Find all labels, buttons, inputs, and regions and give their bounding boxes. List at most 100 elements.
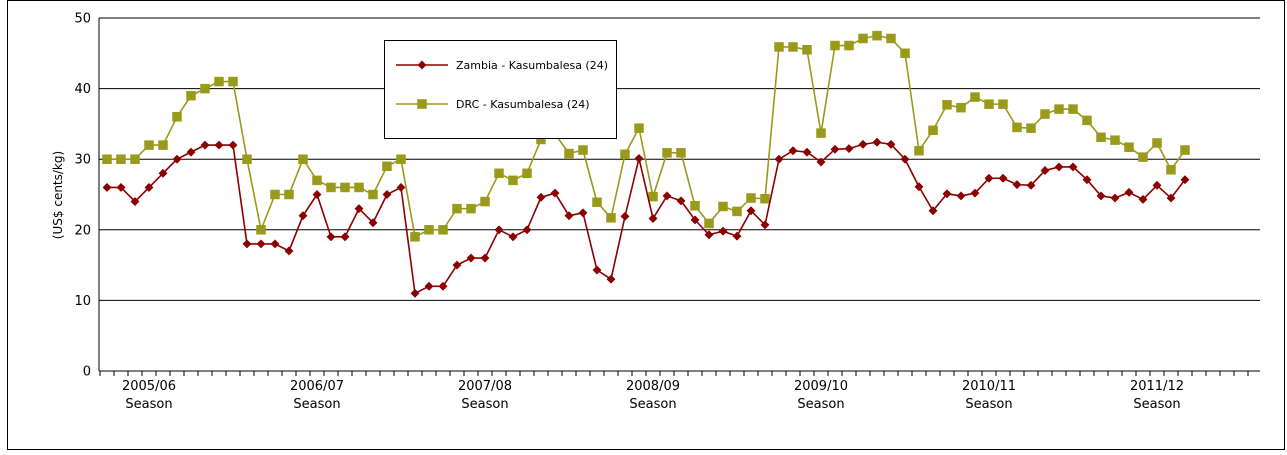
- data-point: [704, 230, 714, 240]
- data-point: [984, 173, 994, 183]
- data-point: [928, 125, 938, 136]
- x-tick-label-season: Season: [125, 397, 172, 412]
- data-point: [214, 76, 224, 87]
- data-point: [417, 99, 427, 109]
- x-tick-label-year: 2011/12: [1130, 379, 1184, 394]
- data-point: [214, 140, 224, 150]
- data-point: [620, 211, 630, 221]
- data-point: [130, 154, 140, 164]
- data-point: [746, 193, 756, 203]
- data-point: [1012, 180, 1022, 190]
- data-point: [606, 213, 616, 223]
- data-point: [298, 211, 308, 221]
- data-point: [886, 139, 896, 149]
- data-point: [578, 145, 588, 155]
- data-point: [1166, 165, 1176, 175]
- data-point: [802, 147, 812, 157]
- data-point: [186, 147, 196, 157]
- data-point: [676, 148, 686, 158]
- data-point: [340, 232, 350, 242]
- data-point: [1152, 138, 1162, 148]
- data-point: [956, 102, 966, 113]
- data-point: [634, 123, 644, 133]
- data-point: [564, 148, 574, 159]
- data-point: [1124, 142, 1134, 152]
- data-point: [1068, 104, 1078, 114]
- data-point: [186, 90, 196, 101]
- data-point: [1124, 187, 1134, 197]
- data-point: [368, 189, 378, 200]
- y-tick-label: 0: [83, 365, 91, 380]
- data-point: [228, 140, 238, 150]
- data-point: [522, 225, 532, 235]
- data-point: [396, 154, 406, 164]
- legend-label: Zambia - Kasumbalesa (24): [456, 59, 608, 72]
- data-point: [480, 196, 490, 207]
- y-tick-label: 40: [74, 82, 91, 97]
- data-point: [648, 191, 658, 202]
- data-point: [1040, 165, 1050, 176]
- data-point: [396, 182, 406, 192]
- data-point: [1054, 104, 1064, 114]
- data-point: [942, 100, 952, 110]
- data-point: [816, 128, 826, 138]
- data-point: [452, 203, 462, 214]
- axes: 0 10 20 30 40 50 2005/06 Season 2006/07 Season 200…: [74, 12, 1260, 412]
- data-point: [424, 281, 434, 291]
- data-point: [270, 239, 280, 249]
- data-point: [326, 182, 336, 193]
- data-point: [718, 201, 728, 212]
- data-point: [200, 140, 210, 150]
- data-point: [774, 154, 784, 164]
- x-tick-label-season: Season: [965, 397, 1012, 412]
- data-point: [676, 196, 686, 206]
- data-point: [984, 99, 994, 109]
- x-tick-label-season: Season: [629, 397, 676, 412]
- data-point: [172, 112, 182, 122]
- series-lines: [102, 30, 1190, 298]
- data-point: [466, 203, 476, 214]
- data-point: [102, 182, 112, 192]
- x-tick-label-season: Season: [293, 397, 340, 412]
- data-point: [732, 231, 742, 241]
- data-point: [844, 144, 854, 154]
- data-point: [564, 211, 574, 221]
- data-point: [998, 99, 1008, 109]
- data-point: [816, 157, 826, 167]
- data-point: [354, 182, 364, 193]
- data-point: [620, 149, 630, 160]
- data-point: [914, 145, 924, 156]
- data-point: [760, 193, 770, 204]
- data-point: [886, 33, 896, 44]
- y-tick-label: 10: [74, 294, 91, 309]
- data-point: [634, 153, 644, 164]
- data-point: [858, 33, 868, 44]
- data-point: [690, 215, 700, 225]
- gridlines: [99, 17, 1260, 301]
- data-point: [144, 182, 154, 192]
- data-point: [1012, 122, 1022, 133]
- data-point: [648, 213, 658, 224]
- data-point: [424, 225, 434, 235]
- data-point: [788, 42, 798, 52]
- y-tick-label: 30: [74, 153, 91, 168]
- data-point: [998, 173, 1008, 183]
- data-point: [410, 288, 420, 298]
- legend-box: [384, 40, 617, 139]
- data-point: [1110, 135, 1120, 145]
- data-point: [830, 144, 840, 154]
- data-point: [844, 40, 854, 51]
- data-point: [746, 206, 756, 216]
- data-point: [508, 175, 518, 186]
- data-point: [452, 260, 462, 270]
- data-point: [1138, 152, 1148, 162]
- data-point: [914, 182, 924, 192]
- data-point: [228, 76, 238, 87]
- data-point: [1180, 175, 1190, 185]
- data-point: [1110, 193, 1120, 203]
- data-point: [704, 218, 714, 229]
- data-point: [900, 154, 910, 164]
- data-point: [242, 154, 252, 164]
